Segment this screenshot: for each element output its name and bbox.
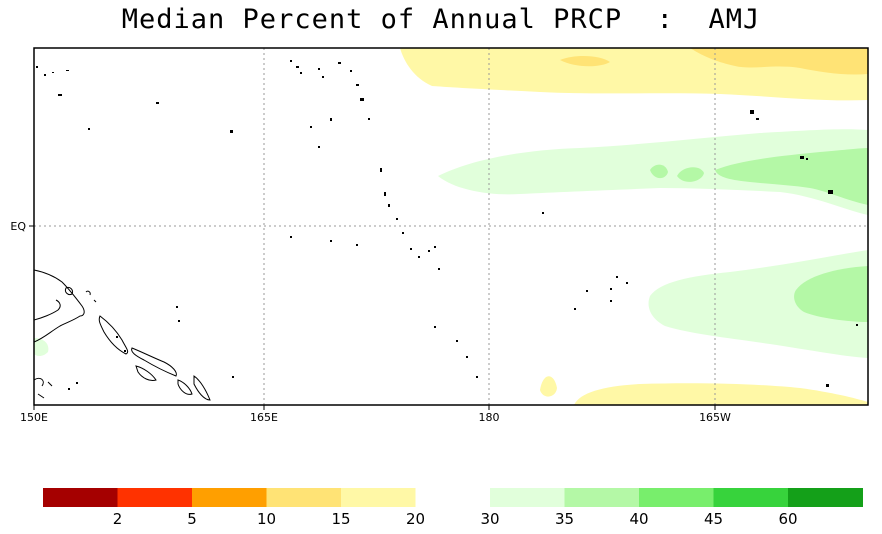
colorbar-label: 15 bbox=[331, 510, 350, 528]
colorbar-swatch bbox=[415, 488, 491, 507]
admiralty-islands bbox=[65, 287, 73, 295]
dry-band-south bbox=[574, 383, 868, 405]
bougainville-coast bbox=[131, 347, 177, 377]
colorbar-label: 5 bbox=[187, 510, 197, 528]
colorbar-swatch bbox=[266, 488, 342, 507]
colorbar-swatch bbox=[490, 488, 565, 507]
new-guinea-coast bbox=[34, 269, 85, 343]
x-tick-label: 180 bbox=[479, 411, 500, 424]
bismarck-islands bbox=[85, 290, 97, 303]
x-tick-label: 165W bbox=[699, 411, 731, 424]
graticule bbox=[34, 48, 868, 405]
wet-band-south bbox=[648, 250, 868, 358]
dry-band-north-core bbox=[690, 48, 868, 75]
colorbar-label: 2 bbox=[113, 510, 123, 528]
nw-coast-fragments bbox=[34, 377, 53, 399]
solomon-islands-3 bbox=[193, 375, 211, 401]
solomon-islands-2 bbox=[177, 379, 193, 395]
tick-marks bbox=[29, 225, 716, 410]
colorbar-label: 40 bbox=[629, 510, 648, 528]
colorbar-label: 10 bbox=[257, 510, 276, 528]
colorbar-label: 20 bbox=[406, 510, 425, 528]
dry-band-north-spot bbox=[560, 56, 610, 67]
colorbar-label: 30 bbox=[480, 510, 499, 528]
new-guinea-inner-coast bbox=[34, 299, 61, 321]
precip-field bbox=[34, 48, 868, 405]
colorbar-label: 45 bbox=[704, 510, 723, 528]
colorbar-swatch bbox=[43, 488, 118, 507]
wet-patch-west bbox=[34, 338, 49, 356]
colorbar-swatch bbox=[117, 488, 193, 507]
map-title: Median Percent of Annual PRCP : AMJ bbox=[121, 4, 761, 35]
atolls bbox=[36, 60, 858, 390]
dry-spot-south bbox=[540, 376, 557, 397]
y-tick-label: EQ bbox=[10, 220, 26, 233]
colorbar-swatch bbox=[341, 488, 416, 507]
colorbar-label: 60 bbox=[778, 510, 797, 528]
wet-core-1 bbox=[650, 164, 668, 179]
x-tick-label: 165E bbox=[250, 411, 278, 424]
wet-core-south bbox=[794, 266, 868, 322]
solomon-islands-1 bbox=[135, 365, 157, 381]
colorbar-swatch bbox=[564, 488, 640, 507]
colorbar-swatch bbox=[192, 488, 267, 507]
colorbar-swatch bbox=[639, 488, 714, 507]
coastlines bbox=[34, 269, 211, 401]
colorbar-swatch bbox=[713, 488, 789, 507]
colorbar-swatch bbox=[788, 488, 863, 507]
colorbar: 2 5 10 15 20 30 35 40 45 60 bbox=[43, 488, 863, 528]
x-tick-label: 150E bbox=[20, 411, 48, 424]
new-britain-coast bbox=[98, 315, 129, 355]
wet-core-2 bbox=[677, 167, 704, 182]
colorbar-label: 35 bbox=[555, 510, 574, 528]
